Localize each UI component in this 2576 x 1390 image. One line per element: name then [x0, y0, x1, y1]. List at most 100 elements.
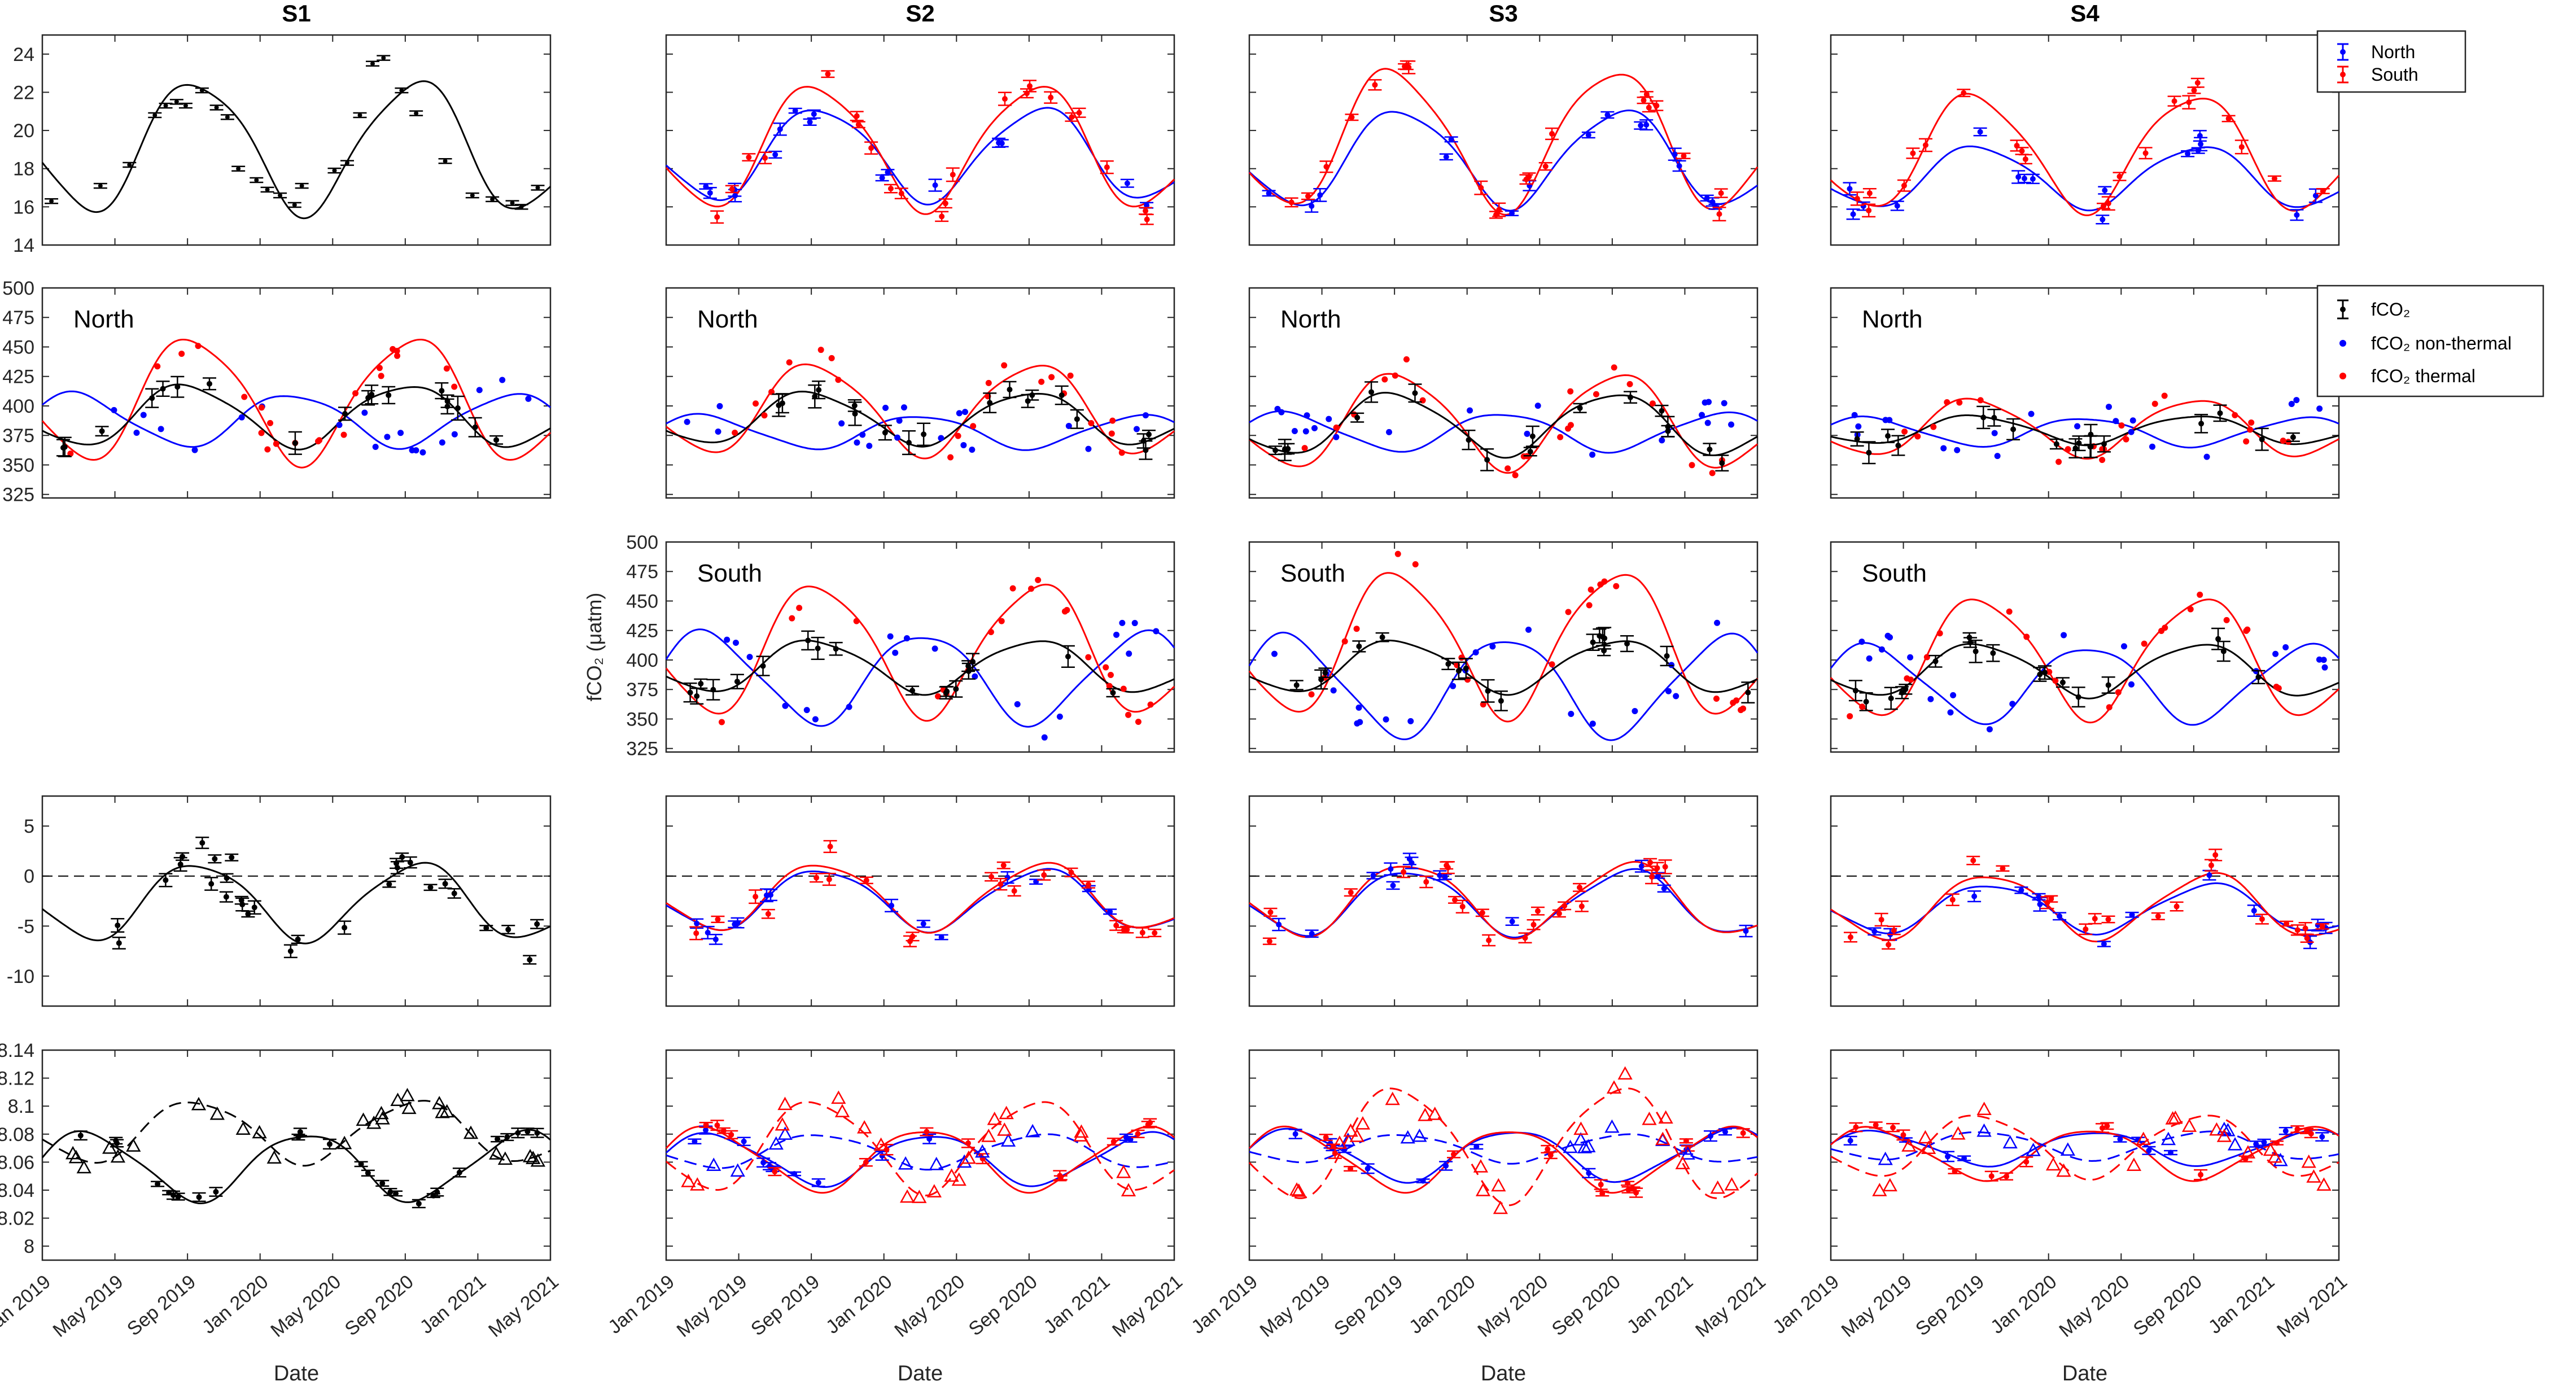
ph-north-nonthermal-point: [929, 1156, 944, 1170]
data-point: [1873, 1122, 1879, 1128]
ph-south-nonthermal-point: [2216, 1129, 2232, 1142]
fco2-thermal-point: [2161, 392, 2168, 399]
flux-south-point: [761, 908, 775, 919]
data-point: [2022, 156, 2028, 162]
flux-south-point: [1064, 867, 1078, 877]
flux-south-point: [2315, 923, 2329, 930]
fco2-nonthermal-point: [1673, 693, 1680, 700]
ph-south-nonthermal-point: [1918, 1130, 1933, 1144]
sst-south-line: [1830, 93, 2340, 216]
ph-south-nonthermal-point: [1950, 1126, 1966, 1140]
data-point: [1285, 445, 1291, 452]
data-point: [1852, 688, 1858, 694]
ph-south-nonthermal-point: [857, 1120, 872, 1134]
data-point: [2041, 670, 2048, 676]
sst-north-point: [1439, 153, 1453, 161]
fco2-thermal-point: [2118, 422, 2125, 429]
fco2-thermal-point: [1064, 607, 1070, 614]
fco2-nonthermal-point: [1991, 430, 1998, 436]
data-point: [1139, 929, 1145, 936]
fco2-thermal-point: [2232, 412, 2238, 418]
data-point: [1647, 859, 1654, 866]
fco2-point: [1441, 658, 1455, 671]
y-tick-label: -5: [18, 916, 34, 937]
fco2-thermal-point: [2115, 689, 2122, 696]
fco2-thermal-point: [1613, 583, 1620, 589]
data-point: [1349, 114, 1355, 120]
sst-south-point: [1044, 91, 1058, 104]
legend-marker: [2339, 340, 2346, 347]
fco2-nonthermal-point: [158, 426, 164, 432]
data-point: [2015, 174, 2022, 180]
ph-north-point: [1843, 1135, 1857, 1146]
ph-south-nonthermal-point: [2181, 1118, 2197, 1132]
x-tick-label: Jan 2021: [416, 1271, 491, 1338]
data-point: [1598, 1182, 1604, 1188]
data-point: [1641, 97, 1647, 103]
sst-south-point: [742, 153, 756, 162]
data-point: [772, 151, 779, 158]
fco2-thermal-line: [41, 339, 552, 469]
flux-south-point: [689, 926, 703, 941]
ph-point: [530, 1127, 544, 1138]
x-tick-label: May 2020: [266, 1271, 345, 1341]
data-point: [1878, 916, 1884, 923]
data-point: [1850, 211, 1856, 217]
flux-south-point: [2204, 859, 2218, 872]
ph-south-point: [2290, 1125, 2304, 1133]
fco2-thermal-point: [1649, 400, 1656, 407]
ph-south-nonthermal-point: [831, 1090, 846, 1104]
flux-north-point: [1505, 917, 1519, 926]
fco2-thermal-point: [2106, 704, 2113, 711]
data-point: [2142, 150, 2149, 156]
y-tick-label: 450: [626, 591, 658, 612]
y-tick-label: 8.08: [0, 1124, 34, 1146]
fco2-nonthermal-point: [1014, 701, 1021, 707]
ph-south-point: [1896, 1129, 1910, 1141]
fco2-nonthermal-point: [2288, 401, 2295, 408]
fco2-point: [694, 678, 708, 689]
data-point: [1847, 186, 1853, 192]
sst-observation: [366, 60, 379, 67]
data-point: [1556, 911, 1562, 917]
ph-south-point: [2019, 1156, 2033, 1168]
data-point: [505, 926, 511, 933]
data-point: [1069, 114, 1075, 120]
fco2-nonthermal-point: [409, 447, 416, 453]
data-point: [2048, 896, 2054, 902]
flux-north-point: [764, 889, 778, 902]
sst-observation: [287, 202, 301, 208]
ph-south-nonthermal-point: [1355, 1116, 1371, 1130]
flux-south-point: [1996, 865, 2010, 872]
data-point: [1444, 862, 1450, 868]
panel-s3-south: South: [1248, 541, 1759, 753]
ph-north-nonthermal-point: [1400, 1130, 1415, 1144]
fco2-nonthermal-point: [2129, 417, 2136, 424]
flux-point: [159, 873, 173, 888]
data-point: [855, 121, 861, 128]
data-point: [777, 126, 783, 132]
fco2-nonthermal-point: [2282, 644, 2289, 650]
ph-south-point: [1948, 1168, 1962, 1174]
sst-observation: [273, 192, 287, 199]
flux-north-point: [2053, 912, 2067, 921]
fco2-point: [288, 431, 302, 455]
ph-south-nonthermal-point: [1074, 1124, 1089, 1138]
fco2-thermal-point: [154, 363, 161, 370]
data-point: [213, 1189, 219, 1195]
flux-north-point: [1272, 917, 1286, 932]
y-tick-label: 16: [13, 196, 34, 218]
data-point: [1486, 937, 1492, 943]
fco2-nonthermal-point: [2074, 423, 2081, 430]
fco2-thermal-point: [1333, 424, 1340, 431]
data-point: [1059, 392, 1065, 399]
y-tick-label: 450: [2, 336, 34, 358]
ph-south-nonthermal-point: [1343, 1123, 1358, 1137]
fco2-nonthermal-point: [732, 640, 739, 646]
data-point: [2294, 1126, 2301, 1133]
ph-nonthermal-point: [68, 1149, 84, 1164]
data-point: [1144, 202, 1150, 208]
data-point: [1124, 180, 1130, 186]
panel-s3-flux: [1248, 795, 1759, 1007]
ph-nonthermal-point: [530, 1153, 546, 1167]
